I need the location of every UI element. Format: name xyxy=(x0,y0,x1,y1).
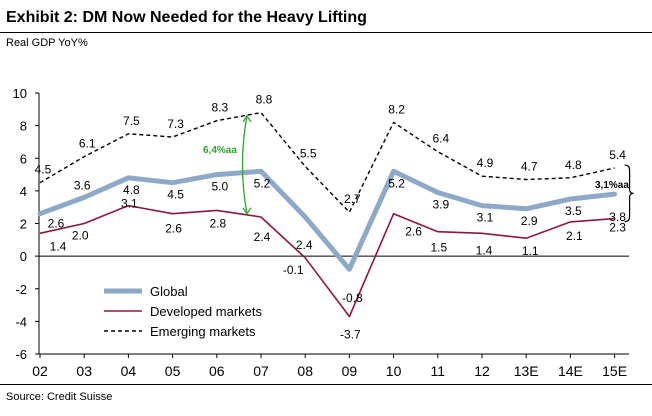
x-tick-label: 14E xyxy=(558,363,583,379)
y-tick-label: 8 xyxy=(20,119,27,134)
x-tick-label: 02 xyxy=(32,363,48,379)
chart-subtitle: Real GDP YoY% xyxy=(6,37,88,49)
x-tick-label: 10 xyxy=(386,363,402,379)
data-label-global: 2.4 xyxy=(296,238,313,252)
data-label-global: -0.8 xyxy=(342,291,363,305)
legend-label-developed: Developed markets xyxy=(150,304,262,319)
y-tick-label: 2 xyxy=(20,217,27,232)
x-tick-label: 05 xyxy=(165,363,181,379)
x-tick-label: 04 xyxy=(121,363,137,379)
data-label-emerging: 6.1 xyxy=(79,137,96,151)
data-label-global: 4.8 xyxy=(123,183,140,197)
data-label-global: 5.2 xyxy=(388,176,405,190)
x-tick-label: 03 xyxy=(76,363,92,379)
data-label-global: 4.5 xyxy=(167,188,184,202)
data-label-developed: 3.1 xyxy=(121,197,138,211)
data-label-emerging: 5.4 xyxy=(609,148,626,162)
data-label-developed: 2.3 xyxy=(609,221,626,235)
data-label-emerging: 6.4 xyxy=(432,132,449,146)
top-rule xyxy=(0,32,652,33)
y-tick-label: -2 xyxy=(15,282,27,297)
data-label-developed: 1.4 xyxy=(50,239,67,253)
data-label-developed: 2.6 xyxy=(165,222,182,236)
data-label-emerging: 8.3 xyxy=(211,101,228,115)
series-line-global xyxy=(37,168,618,272)
bottom-rule xyxy=(0,384,652,385)
data-label-global: 3.1 xyxy=(477,211,494,225)
data-label-developed: 1.4 xyxy=(476,243,493,257)
data-label-global: 5.2 xyxy=(254,176,271,190)
y-tick-label: 4 xyxy=(20,184,27,199)
annotation-label-dm-em-gap: 6,4%aa xyxy=(203,145,237,156)
x-tick-label: 08 xyxy=(297,363,313,379)
x-tick-label: 15E xyxy=(602,363,627,379)
data-label-emerging: 4.9 xyxy=(477,156,494,170)
x-tick-label: 06 xyxy=(209,363,225,379)
x-tick-label: 12 xyxy=(474,363,490,379)
x-tick-label: 09 xyxy=(342,363,358,379)
y-tick-label: 10 xyxy=(13,86,27,101)
data-label-developed: 2.6 xyxy=(405,225,422,239)
data-label-global: 3.5 xyxy=(565,204,582,218)
data-label-global: 2.9 xyxy=(521,214,538,228)
data-label-global: 2.6 xyxy=(48,217,65,231)
y-tick-label: 0 xyxy=(20,249,27,264)
data-label-global: 3.6 xyxy=(74,178,91,192)
y-tick-label: -4 xyxy=(15,314,27,329)
data-label-developed: 2.4 xyxy=(254,230,271,244)
data-label-developed: -0.1 xyxy=(283,263,304,277)
series-line-developed xyxy=(39,204,615,318)
annotation-brace xyxy=(624,164,634,223)
data-label-developed: 2.0 xyxy=(72,229,89,243)
annotation-arrow xyxy=(241,115,248,214)
data-label-emerging: 8.2 xyxy=(388,102,405,116)
annotation-label-15e-gap: 3,1%aa xyxy=(595,180,629,191)
data-label-emerging: 8.8 xyxy=(256,93,273,107)
source-note: Source: Credit Suisse xyxy=(6,391,113,403)
data-label-emerging: 7.5 xyxy=(123,114,140,128)
x-tick-label: 13E xyxy=(514,363,539,379)
data-label-emerging: 4.5 xyxy=(35,163,52,177)
legend-label-emerging: Emerging markets xyxy=(150,324,256,339)
x-tick-label: 11 xyxy=(431,363,446,379)
annotation-arrowhead-bottom xyxy=(242,207,252,215)
y-tick-label: -6 xyxy=(15,347,27,362)
data-label-developed: 2.8 xyxy=(209,216,226,230)
y-tick-label: 6 xyxy=(20,151,27,166)
data-label-emerging: 4.8 xyxy=(565,158,582,172)
data-label-emerging: 2.7 xyxy=(344,192,361,206)
data-label-developed: -3.7 xyxy=(340,327,361,341)
x-tick-label: 07 xyxy=(253,363,269,379)
data-label-emerging: 5.5 xyxy=(300,146,317,160)
data-label-global: 3.8 xyxy=(609,210,626,224)
data-label-emerging: 7.3 xyxy=(167,117,184,131)
data-label-emerging: 4.7 xyxy=(521,159,538,173)
data-label-global: 3.9 xyxy=(432,198,449,212)
annotation-arrowhead-top xyxy=(242,114,252,123)
data-label-developed: 1.5 xyxy=(430,241,447,255)
data-label-developed: 1.1 xyxy=(522,244,539,258)
data-label-global: 5.0 xyxy=(211,180,228,194)
data-label-developed: 2.1 xyxy=(566,229,583,243)
legend-label-global: Global xyxy=(150,284,188,299)
series-line-emerging xyxy=(39,111,615,214)
chart-title: Exhibit 2: DM Now Needed for the Heavy L… xyxy=(6,9,367,26)
